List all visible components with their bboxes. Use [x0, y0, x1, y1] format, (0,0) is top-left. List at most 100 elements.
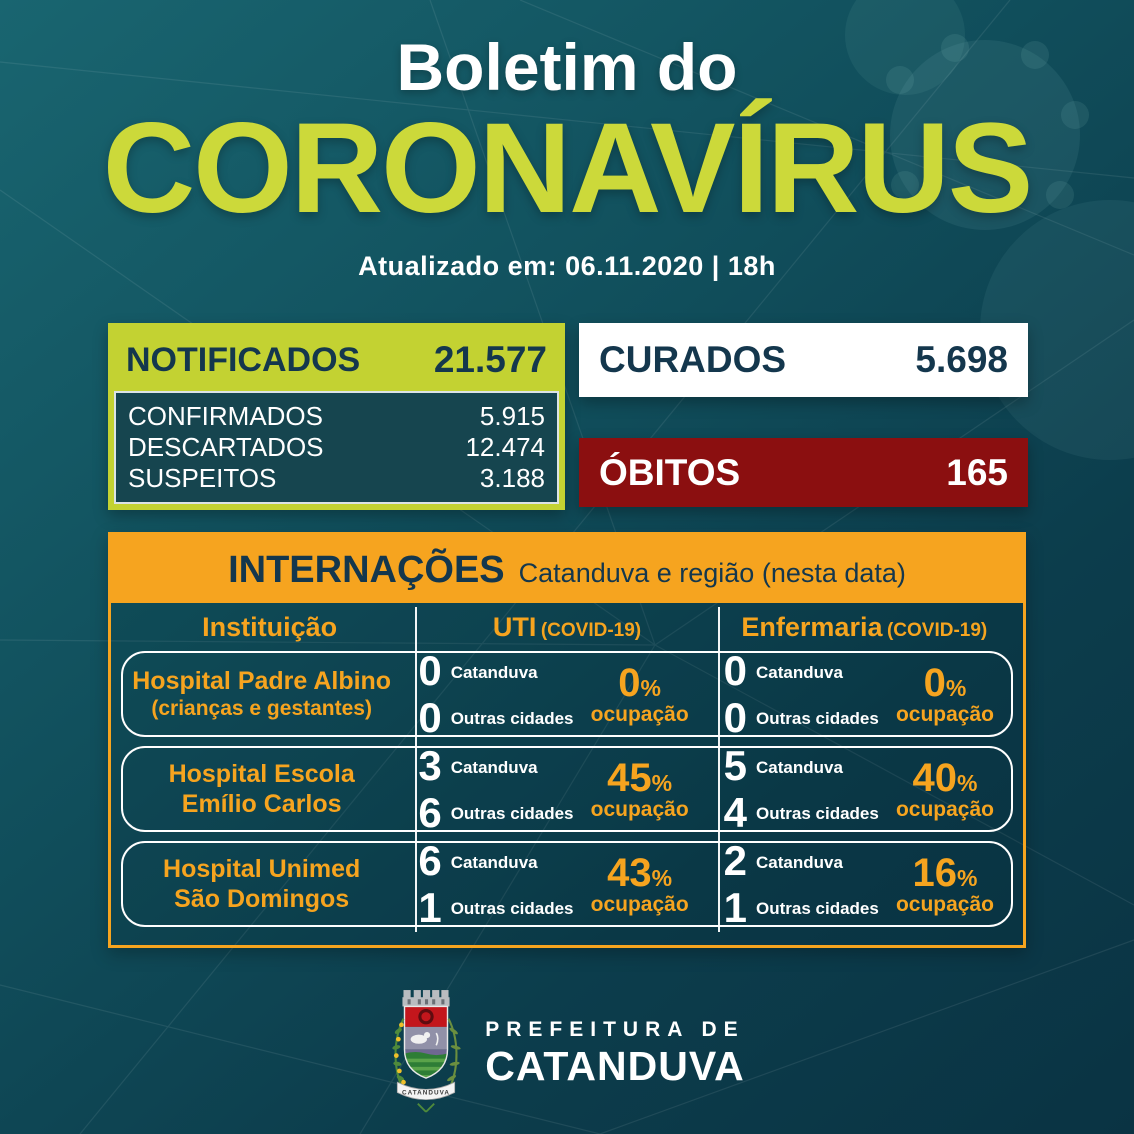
- stats-right-column: CURADOS 5.698 ÓBITOS 165: [579, 323, 1028, 510]
- internacoes-subtitle: Catanduva e região (nesta data): [518, 558, 906, 588]
- notificados-value: 21.577: [433, 339, 547, 380]
- column-header-institution: Instituição: [121, 612, 418, 643]
- branches: [392, 1018, 461, 1087]
- catanduva-label: Catanduva: [450, 852, 538, 872]
- enfermaria-occupancy: 0% ocupação: [889, 663, 1001, 725]
- suspeitos-value: 3.188: [479, 463, 545, 493]
- enfermaria-outras-count: 1: [723, 883, 748, 931]
- hospital-subname: (crianças e gestantes): [151, 697, 372, 721]
- column-header-uti: UTI (COVID-19): [418, 612, 715, 643]
- hospital-row: Hospital Padre Albino (crianças e gestant…: [121, 646, 1013, 738]
- hospital-name: Hospital Escola: [168, 760, 355, 788]
- enfermaria-header-label: Enfermaria: [741, 611, 883, 642]
- uti-catanduva-count: 0: [418, 646, 442, 694]
- notificados-card: NOTIFICADOS 21.577 CONFIRMADOS 5.915 DES…: [108, 323, 565, 510]
- uti-header-note: (COVID-19): [540, 619, 642, 641]
- uti-catanduva-count: 3: [418, 741, 442, 789]
- stats-section: NOTIFICADOS 21.577 CONFIRMADOS 5.915 DES…: [108, 323, 1028, 510]
- enfermaria-catanduva-count: 2: [723, 836, 748, 884]
- outras-cidades-label: Outras cidades: [450, 899, 574, 919]
- occupancy-label: ocupação: [895, 798, 994, 821]
- hospital-name-cell: Hospital Escola Emílio Carlos: [123, 748, 400, 830]
- catanduva-label: Catanduva: [756, 757, 843, 777]
- obitos-card: ÓBITOS 165: [579, 438, 1028, 507]
- confirmados-value: 5.915: [479, 401, 545, 431]
- percent-sign: %: [651, 865, 673, 891]
- catanduva-label: Catanduva: [756, 662, 843, 682]
- curados-card: CURADOS 5.698: [579, 323, 1028, 397]
- outras-cidades-label: Outras cidades: [450, 709, 574, 729]
- enfermaria-cell: 5 Catanduva 4 Outras cidades 40% ocupaçã…: [706, 741, 1011, 836]
- curados-label: CURADOS: [599, 339, 787, 380]
- bulletin-title-line1: Boletim do: [396, 30, 738, 104]
- outras-cidades-label: Outras cidades: [756, 709, 879, 729]
- outras-cidades-label: Outras cidades: [450, 804, 574, 824]
- suspeitos-label: SUSPEITOS: [128, 463, 277, 493]
- uti-cell: 0 Catanduva 0 Outras cidades 0% ocupação: [400, 646, 705, 738]
- enfermaria-occupancy: 16% ocupação: [889, 853, 1001, 915]
- occupancy-value: 43: [607, 851, 652, 895]
- enfermaria-catanduva-count: 5: [723, 741, 748, 789]
- outras-cidades-label: Outras cidades: [756, 804, 879, 824]
- internacoes-table-body: Instituição UTI (COVID-19) Enfermaria (C…: [111, 603, 1023, 942]
- percent-sign: %: [957, 770, 978, 796]
- descartados-row: DESCARTADOS 12.474: [128, 432, 545, 463]
- enfermaria-cell: 2 Catanduva 1 Outras cidades 16% ocupaçã…: [706, 836, 1011, 931]
- hospital-name-cell: Hospital Unimed São Domingos: [123, 843, 400, 925]
- hospital-row: Hospital Unimed São Domingos 6 Catanduva …: [121, 836, 1013, 931]
- crest-banner-text: CATANDUVA: [402, 1089, 450, 1096]
- crown: [402, 990, 450, 1007]
- notificados-header: NOTIFICADOS 21.577: [114, 329, 559, 391]
- occupancy-value: 40: [912, 756, 958, 800]
- notificados-label: NOTIFICADOS: [126, 340, 361, 379]
- internacoes-title: INTERNAÇÕES: [228, 549, 505, 591]
- hospital-name: Emílio Carlos: [181, 790, 342, 818]
- bulletin-title-line2: CORONAVÍRUS: [102, 96, 1034, 240]
- org-name-line1: PREFEITURA DE: [485, 1017, 745, 1041]
- updated-date: Atualizado em: 06.11.2020 | 18h: [358, 251, 776, 282]
- percent-sign: %: [640, 675, 661, 701]
- occupancy-value: 16: [912, 851, 958, 895]
- uti-outras-count: 1: [418, 883, 442, 931]
- occupancy-value: 0: [618, 661, 641, 705]
- hospital-name: São Domingos: [174, 885, 350, 913]
- descartados-value: 12.474: [465, 432, 545, 462]
- notificados-breakdown: CONFIRMADOS 5.915 DESCARTADOS 12.474 SUS…: [114, 391, 559, 504]
- confirmados-label: CONFIRMADOS: [128, 401, 323, 431]
- curados-value: 5.698: [915, 339, 1008, 380]
- column-header-enfermaria: Enfermaria (COVID-19): [716, 612, 1013, 643]
- confirmados-row: CONFIRMADOS 5.915: [128, 401, 545, 432]
- obitos-label: ÓBITOS: [599, 451, 741, 493]
- internacoes-panel: INTERNAÇÕES Catanduva e região (nesta da…: [108, 532, 1026, 948]
- catanduva-label: Catanduva: [756, 852, 843, 872]
- column-header-row: Instituição UTI (COVID-19) Enfermaria (C…: [121, 603, 1013, 651]
- catanduva-label: Catanduva: [450, 662, 538, 682]
- institution-header-label: Instituição: [202, 611, 338, 642]
- enfermaria-catanduva-count: 0: [723, 646, 748, 694]
- footer: CATANDUVA PREFEITURA DE CATANDUVA: [0, 988, 1134, 1116]
- enfermaria-header-note: (COVID-19): [886, 619, 988, 641]
- occupancy-value: 45: [607, 756, 652, 800]
- hospital-name: Hospital Padre Albino: [132, 667, 392, 696]
- obitos-value: 165: [946, 451, 1008, 493]
- hospital-name-cell: Hospital Padre Albino (crianças e gestant…: [123, 653, 400, 735]
- enfermaria-cell: 0 Catanduva 0 Outras cidades 0% ocupação: [706, 646, 1011, 738]
- occupancy-label: ocupação: [590, 703, 689, 726]
- occupancy-label: ocupação: [590, 893, 689, 916]
- hospital-row: Hospital Escola Emílio Carlos 3 Catanduva…: [121, 741, 1013, 836]
- descartados-label: DESCARTADOS: [128, 432, 324, 462]
- uti-occupancy: 45% ocupação: [584, 758, 696, 820]
- uti-header-label: UTI: [492, 611, 537, 642]
- column-divider: [414, 607, 417, 932]
- uti-occupancy: 0% ocupação: [584, 663, 696, 725]
- occupancy-label: ocupação: [590, 798, 689, 821]
- percent-sign: %: [957, 865, 978, 891]
- uti-occupancy: 43% ocupação: [584, 853, 696, 915]
- outras-cidades-label: Outras cidades: [756, 899, 879, 919]
- internacoes-header: INTERNAÇÕES Catanduva e região (nesta da…: [111, 535, 1023, 603]
- uti-cell: 6 Catanduva 1 Outras cidades 43% ocupaçã…: [400, 839, 705, 931]
- enfermaria-outras-count: 4: [723, 788, 748, 836]
- occupancy-label: ocupação: [895, 703, 994, 726]
- org-name: PREFEITURA DE CATANDUVA: [485, 1018, 745, 1087]
